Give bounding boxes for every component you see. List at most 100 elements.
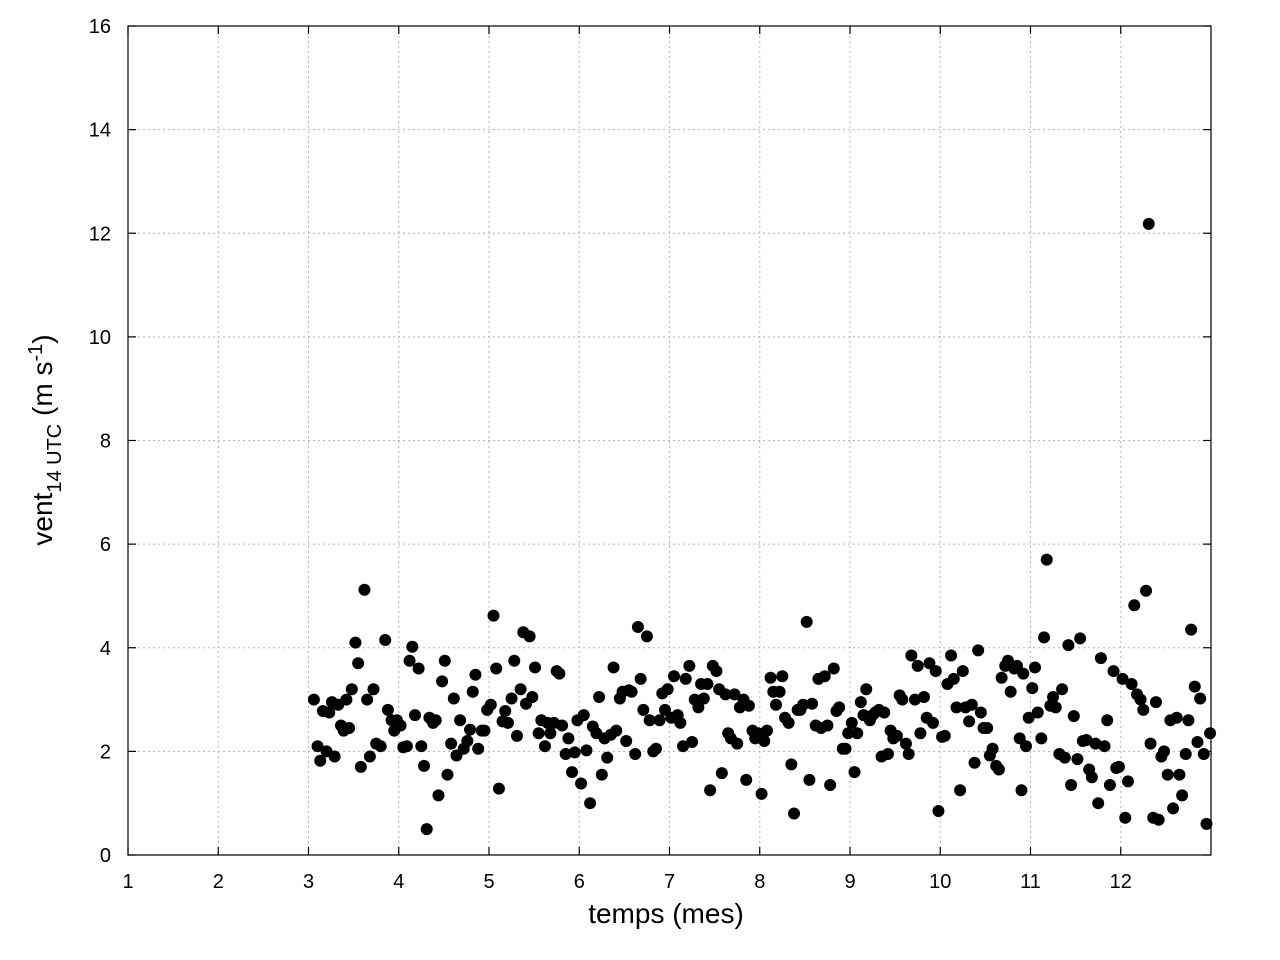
data-point <box>1161 768 1174 781</box>
y-axis-title-base: vent <box>27 492 58 545</box>
data-point <box>514 683 527 696</box>
data-point <box>438 654 451 667</box>
data-point <box>466 685 479 698</box>
data-point <box>461 735 474 748</box>
data-point <box>905 649 918 662</box>
data-point <box>478 724 491 737</box>
data-point <box>593 690 606 703</box>
data-point <box>1200 817 1213 830</box>
data-point <box>526 690 539 703</box>
data-point <box>432 789 445 802</box>
data-point <box>1140 584 1153 597</box>
data-point <box>1173 768 1186 781</box>
data-point <box>487 609 500 622</box>
y-tick-label: 2 <box>100 741 111 763</box>
data-point <box>1015 784 1028 797</box>
data-point <box>553 667 566 680</box>
data-point <box>995 671 1008 684</box>
data-point <box>649 742 662 755</box>
data-point <box>620 735 633 748</box>
data-point <box>492 782 505 795</box>
data-point <box>584 797 597 810</box>
data-point <box>625 685 638 698</box>
x-axis-title: temps (mes) <box>588 898 744 929</box>
data-point <box>420 823 433 836</box>
data-point <box>764 671 777 684</box>
data-point <box>532 727 545 740</box>
data-point <box>1092 797 1105 810</box>
data-point <box>1128 599 1141 612</box>
data-point <box>1142 217 1155 230</box>
data-point <box>510 729 523 742</box>
data-point <box>1182 714 1195 727</box>
data-point <box>607 661 620 674</box>
data-point <box>595 768 608 781</box>
data-point <box>704 784 717 797</box>
data-point <box>640 630 653 643</box>
data-point <box>501 716 514 729</box>
y-tick-label: 14 <box>89 120 111 142</box>
data-point <box>947 672 960 685</box>
x-tick-label: 8 <box>754 871 765 893</box>
data-point <box>580 744 593 757</box>
data-point <box>631 621 644 634</box>
data-point <box>412 662 425 675</box>
data-point <box>911 659 924 672</box>
data-point <box>314 754 327 767</box>
data-point <box>956 665 969 678</box>
data-point <box>653 714 666 727</box>
data-point <box>677 740 690 753</box>
data-point <box>881 747 894 760</box>
data-point <box>1125 678 1138 691</box>
data-point <box>728 688 741 701</box>
data-point <box>544 727 557 740</box>
data-point <box>929 665 942 678</box>
data-point <box>788 807 801 820</box>
data-point <box>328 750 341 763</box>
y-tick-label: 4 <box>100 638 111 660</box>
data-point <box>899 737 912 750</box>
data-point <box>668 670 681 683</box>
data-point <box>1058 751 1071 764</box>
data-point <box>938 729 951 742</box>
data-point <box>529 661 542 674</box>
data-point <box>1071 753 1084 766</box>
data-point <box>1047 690 1060 703</box>
data-point <box>845 716 858 729</box>
data-point <box>445 737 458 750</box>
data-point <box>436 675 449 688</box>
x-tick-label: 5 <box>483 871 494 893</box>
y-axis-title-superscript: -1 <box>25 344 47 362</box>
data-point <box>629 747 642 760</box>
data-point <box>902 747 915 760</box>
data-point <box>1074 632 1087 645</box>
data-point <box>1080 733 1093 746</box>
data-point <box>797 698 810 711</box>
x-tick-label: 4 <box>393 871 404 893</box>
data-point <box>464 723 477 736</box>
data-point <box>981 722 994 735</box>
data-point <box>469 668 482 681</box>
data-point <box>566 766 579 779</box>
data-point <box>818 670 831 683</box>
x-tick-label: 11 <box>1020 871 1041 893</box>
data-point <box>1144 737 1157 750</box>
data-point <box>715 767 728 780</box>
data-point <box>1089 737 1102 750</box>
grid <box>128 26 1211 855</box>
data-point <box>472 742 485 755</box>
data-point <box>968 756 981 769</box>
x-tick-label: 7 <box>664 871 675 893</box>
data-point <box>1170 711 1183 724</box>
data-point <box>827 662 840 675</box>
data-point <box>776 670 789 683</box>
x-tick-label: 6 <box>574 871 585 893</box>
data-point <box>965 698 978 711</box>
data-point <box>505 692 518 705</box>
data-point <box>349 636 362 649</box>
data-point <box>821 719 834 732</box>
data-point <box>1065 779 1078 792</box>
data-point <box>1026 682 1039 695</box>
data-point <box>1029 661 1042 674</box>
